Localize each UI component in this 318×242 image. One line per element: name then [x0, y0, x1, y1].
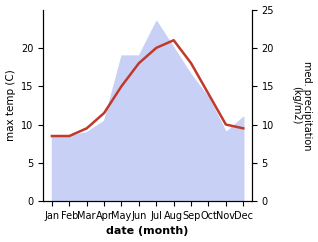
- Y-axis label: med. precipitation
(kg/m2): med. precipitation (kg/m2): [291, 60, 313, 150]
- Y-axis label: max temp (C): max temp (C): [5, 69, 16, 141]
- X-axis label: date (month): date (month): [107, 227, 189, 236]
